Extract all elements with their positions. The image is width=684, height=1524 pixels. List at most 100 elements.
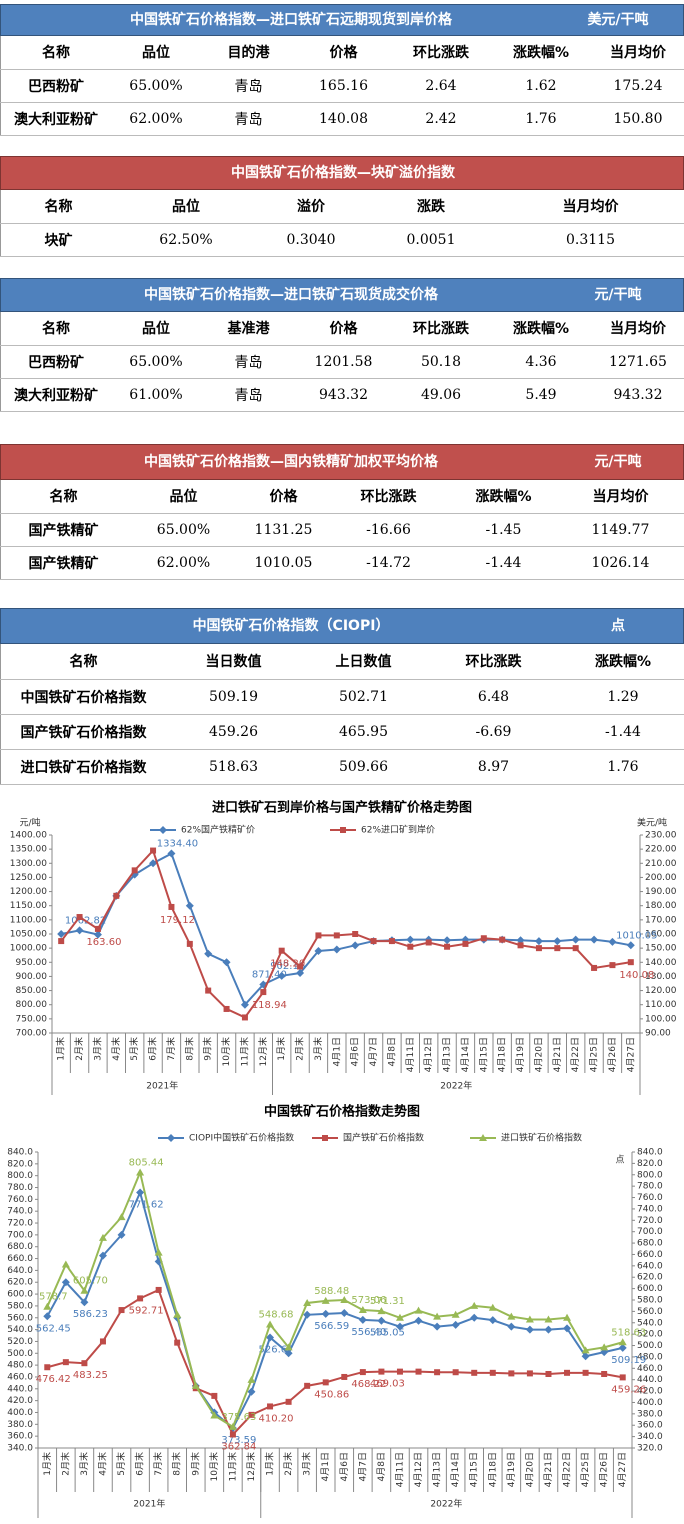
- data-row: 澳大利亚粉矿 61.00% 青岛 943.32 49.06 5.49 943.32: [0, 378, 684, 412]
- y-tick-label: 540.0: [7, 1325, 33, 1335]
- series-line: [60, 852, 631, 1007]
- data-point: [351, 941, 360, 950]
- cell: 青岛: [201, 345, 296, 379]
- data-point: [340, 1309, 349, 1318]
- value-label: 410.20: [259, 1413, 294, 1424]
- data-point: [168, 903, 175, 910]
- y-tick-label: 560.0: [7, 1313, 33, 1323]
- cell: 518.63: [166, 749, 301, 785]
- column-header: 价格: [296, 312, 391, 346]
- table-title: 中国铁矿石价格指数—国内铁精矿加权平均价格: [144, 454, 438, 470]
- column-header: 品位: [116, 190, 256, 224]
- x-tick-label: 12月末: [245, 1452, 257, 1481]
- cell: 165.16: [296, 69, 391, 103]
- cell: 8.97: [426, 749, 561, 785]
- y-tick-label: 640.0: [7, 1266, 33, 1276]
- y-tick-label: 800.00: [16, 1000, 48, 1010]
- cell: 65.00%: [111, 345, 201, 379]
- data-point: [117, 1230, 126, 1239]
- legend-marker: [340, 827, 346, 833]
- data-point: [414, 1306, 423, 1314]
- cell: 65.00%: [111, 69, 201, 103]
- y-tick-label: 840.0: [7, 1148, 33, 1158]
- x-tick-label: 4月14日: [450, 1452, 461, 1487]
- value-label: 902.16: [270, 961, 305, 972]
- cell: 澳大利亚粉矿: [0, 102, 111, 136]
- x-group-label: 2021年: [133, 1498, 165, 1510]
- column-header: 当月均价: [591, 312, 684, 346]
- y-tick-label: 740.0: [7, 1207, 33, 1217]
- cell: 国产铁精矿: [0, 546, 126, 580]
- data-row: 巴西粉矿 65.00% 青岛 1201.58 50.18 4.36 1271.65: [0, 345, 684, 379]
- axis-unit: 点: [615, 1155, 624, 1166]
- data-point: [581, 1352, 590, 1361]
- table-unit: 点: [611, 618, 625, 634]
- y-tick-label: 1050.00: [10, 930, 47, 940]
- data-point: [266, 1320, 275, 1328]
- cell: 4.36: [491, 345, 591, 379]
- x-tick-label: 4月8日: [376, 1452, 387, 1481]
- data-point: [433, 1312, 442, 1320]
- data-point: [154, 1248, 163, 1256]
- x-tick-label: 4月25日: [580, 1452, 591, 1487]
- data-point: [470, 1301, 479, 1309]
- y-tick-label: 380.0: [637, 1409, 663, 1419]
- y-tick-label: 820.0: [7, 1159, 33, 1169]
- data-point: [259, 980, 268, 989]
- value-label: 562.45: [36, 1323, 71, 1334]
- data-point: [136, 1168, 145, 1176]
- x-tick-label: 12月末: [257, 1037, 269, 1066]
- series-line: [60, 848, 631, 1019]
- x-tick-label: 4月6日: [339, 1452, 350, 1481]
- y-tick-label: 360.0: [7, 1432, 33, 1442]
- column-header: 品位: [111, 36, 201, 70]
- data-point: [61, 1278, 70, 1287]
- cell: 青岛: [201, 69, 296, 103]
- column-header: 品位: [126, 480, 241, 514]
- y-tick-label: 850.00: [16, 986, 48, 996]
- data-point: [340, 1296, 349, 1303]
- data-point: [517, 942, 524, 949]
- x-tick-label: 4月20日: [524, 1452, 535, 1487]
- x-tick-label: 3月末: [301, 1452, 313, 1476]
- data-point: [266, 1333, 275, 1342]
- data-point: [228, 1422, 237, 1430]
- cell: 1271.65: [591, 345, 684, 379]
- x-tick-label: 1月末: [264, 1452, 276, 1476]
- x-tick-label: 4月20日: [533, 1037, 544, 1072]
- data-point: [44, 1364, 51, 1371]
- y-tick-label: 90.00: [645, 1029, 671, 1039]
- value-label: 1334.40: [157, 839, 198, 850]
- cell: 459.26: [166, 714, 301, 750]
- cell: 1.62: [491, 69, 591, 103]
- cell: 62.50%: [116, 223, 256, 257]
- cell: 青岛: [201, 102, 296, 136]
- data-point: [461, 935, 470, 944]
- y-tick-label: 680.0: [7, 1242, 33, 1252]
- data-point: [248, 1411, 255, 1418]
- x-tick-label: 4月8日: [386, 1037, 397, 1066]
- data-point: [415, 1368, 422, 1375]
- table-body: 名称 品位 基准港 价格 环比涨跌 涨跌幅% 当月均价 巴西粉矿 65.00% 青岛 1201.58…: [0, 312, 684, 412]
- data-point: [508, 1370, 515, 1377]
- column-header: 名称: [0, 190, 116, 224]
- data-point: [534, 937, 543, 946]
- data-point: [62, 1359, 69, 1366]
- y-tick-label: 120.00: [645, 986, 677, 996]
- y-tick-label: 660.0: [7, 1254, 33, 1264]
- data-point: [321, 1296, 330, 1304]
- data-point: [545, 1371, 552, 1377]
- data-point: [247, 1375, 256, 1383]
- data-point: [321, 1309, 330, 1318]
- column-header: 环比涨跌: [326, 480, 451, 514]
- cell: 62.00%: [126, 546, 241, 580]
- data-point: [174, 1339, 181, 1346]
- data-point: [43, 1312, 52, 1321]
- y-tick-label: 380.0: [7, 1420, 33, 1430]
- data-point: [462, 940, 469, 947]
- data-point: [314, 946, 323, 955]
- value-label: 468.22: [351, 1379, 386, 1390]
- y-tick-label: 680.0: [637, 1239, 663, 1249]
- data-point: [80, 1298, 89, 1307]
- cell: 1149.77: [556, 513, 684, 547]
